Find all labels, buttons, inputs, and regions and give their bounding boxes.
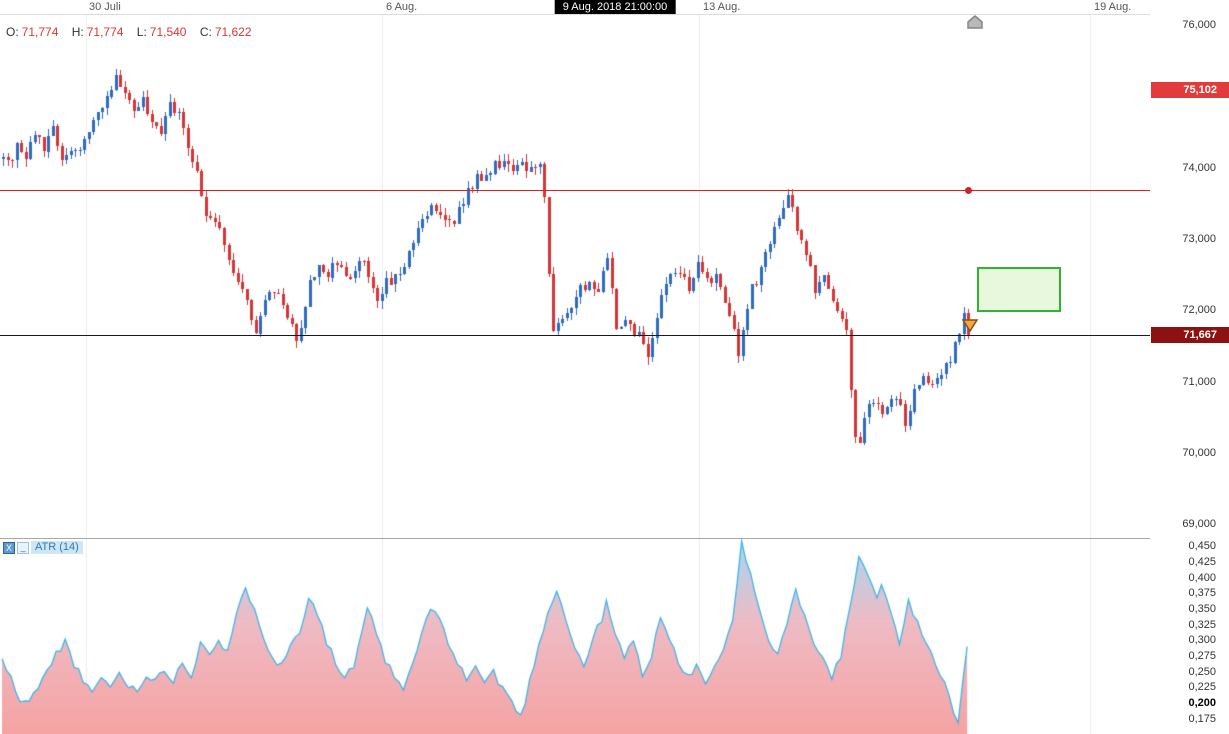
low-value: 71,540 [149,25,187,39]
atr-axis-label: 0,450 [1188,540,1216,553]
atr-axis-label: 0,350 [1188,603,1216,615]
sell-signal-arrow[interactable] [961,318,979,333]
main-chart-canvas[interactable] [0,14,1150,538]
high-value: 71,774 [86,25,124,39]
high-label: H: [71,25,84,39]
close-value: 71,622 [214,25,252,39]
atr-indicator-header: X _ ATR (14) [3,541,83,554]
ohlc-legend: O: 71,774 H: 71,774 L: 71,540 C: 71,622 [6,25,262,39]
time-axis-label: 13 Aug. [703,1,741,13]
atr-axis-label: 0,375 [1188,587,1216,600]
atr-axis-label: 0,325 [1188,618,1216,631]
indicator-name-label[interactable]: ATR (14) [31,541,83,554]
atr-axis-label: 0,425 [1188,556,1216,569]
price-axis-label: 76,000 [1182,19,1216,32]
period-high-badge: 75,102 [1151,82,1229,98]
time-axis-label: 30 Juli [89,1,121,13]
indicator-close-icon[interactable]: X [3,541,15,554]
price-axis-label: 71,000 [1182,375,1216,388]
selected-time-badge: 9 Aug. 2018 21:00:00 [554,0,676,14]
alert-line-anchor-dot[interactable] [965,187,972,194]
atr-axis-label: 0,400 [1188,571,1216,584]
target-zone-box[interactable] [977,267,1061,312]
time-axis-label: 6 Aug. [386,1,418,13]
price-axis-label: 70,000 [1182,446,1216,459]
panel-separator-line [0,538,1229,539]
last-price-line [0,335,1150,336]
time-pointer-marker[interactable] [966,15,984,30]
price-axis[interactable]: 76,000 74,000 73,000 72,000 71,000 70,000 69,0… [1150,0,1229,734]
price-axis-label: 73,000 [1182,232,1216,245]
last-price-badge: 71,667 [1151,327,1229,343]
low-label: L: [136,25,147,39]
close-label: C: [199,25,212,39]
open-value: 71,774 [21,25,59,39]
indicator-minimize-icon[interactable]: _ [17,541,29,554]
price-axis-label: 74,000 [1182,161,1216,174]
atr-axis-label: 0,300 [1188,634,1216,647]
time-axis-label: 19 Aug. [1094,1,1132,13]
price-axis-label: 69,000 [1182,518,1216,531]
atr-axis-label: 0,225 [1188,681,1216,694]
atr-axis-label: 0,175 [1188,712,1216,725]
time-axis[interactable]: 30 Juli 6 Aug. 9 Aug. 2018 21:00:00 13 Aug.… [0,0,1229,14]
open-label: O: [6,25,19,39]
price-axis-label: 72,000 [1182,304,1216,317]
atr-axis-label: 0,200 [1188,696,1216,709]
time-axis-separator-line [0,14,1229,15]
alert-price-line[interactable] [0,190,1150,191]
atr-axis-label: 0,250 [1188,665,1216,678]
atr-indicator-canvas[interactable] [0,538,1150,734]
atr-axis-label: 0,275 [1188,649,1216,662]
